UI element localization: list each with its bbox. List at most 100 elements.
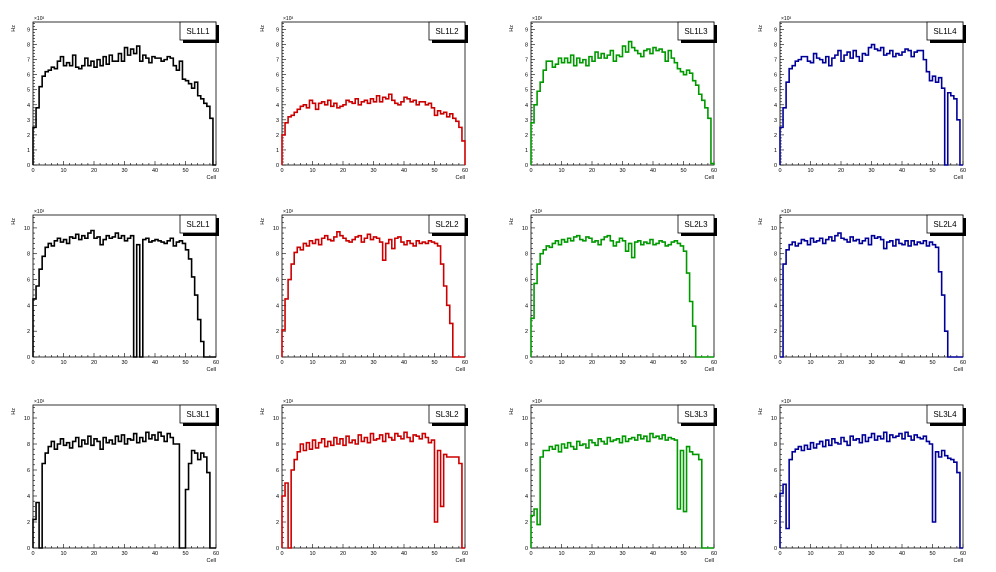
plot-frame [281, 21, 466, 166]
x-tick-label: 60 [711, 551, 717, 557]
x-tick-label: 20 [91, 551, 97, 557]
y-axis-label: Hz [260, 218, 266, 225]
histogram-panel-sl3l3: 0 10 20 30 40 50 60 2 4 6 8 10 0 ×10³ Hz Cell SL3L3 [509, 399, 717, 564]
y-tick-label: 0 [525, 546, 528, 552]
y-tick-label: 10 [522, 416, 528, 422]
x-tick-label: 10 [60, 168, 66, 174]
histogram-panel-sl2l4: 0 10 20 30 40 50 60 2 4 6 8 10 0 ×10³ Hz Cell SL2L4 [758, 209, 966, 373]
x-tick-label: 30 [868, 551, 874, 557]
plot-frame [530, 214, 715, 358]
x-tick-label: 20 [340, 168, 346, 174]
y-tick-label: 5 [525, 88, 528, 94]
x-tick-label: 10 [60, 360, 66, 366]
x-axis-label: Cell [954, 367, 963, 373]
x-tick-label: 50 [182, 551, 188, 557]
plot-frame [32, 21, 217, 166]
y-tick-label: 2 [774, 329, 777, 335]
x-axis-label: Cell [705, 558, 714, 564]
x-tick-label: 50 [431, 168, 437, 174]
x-tick-label: 60 [213, 360, 219, 366]
y-tick-label: 0 [774, 163, 777, 169]
histogram-series [32, 45, 216, 166]
x-tick-label: 60 [213, 168, 219, 174]
x-tick-label: 50 [680, 360, 686, 366]
y-tick-label: 0 [27, 546, 30, 552]
x-tick-label: 20 [589, 551, 595, 557]
title-box [428, 21, 466, 41]
x-tick-label: 30 [868, 360, 874, 366]
title-box [926, 21, 964, 41]
y-tick-label: 1 [276, 148, 279, 154]
y-tick-label: 7 [27, 58, 30, 64]
y-tick-label: 5 [276, 88, 279, 94]
y-tick-label: 2 [774, 520, 777, 526]
x-axis-label: Cell [705, 367, 714, 373]
histogram-series [32, 229, 216, 358]
y-exponent-label: ×10³ [283, 399, 293, 405]
x-tick-label: 20 [589, 360, 595, 366]
histogram-panel-sl2l3: 0 10 20 30 40 50 60 2 4 6 8 10 0 ×10³ Hz Cell SL2L3 [509, 209, 717, 373]
histogram-series [32, 431, 216, 549]
y-tick-label: 4 [276, 103, 279, 109]
histogram-panel-sl2l2: 0 10 20 30 40 50 60 2 4 6 8 10 0 ×10³ Hz Cell SL2L2 [260, 209, 468, 373]
y-tick-label: 7 [276, 58, 279, 64]
x-tick-label: 20 [589, 168, 595, 174]
histogram-series [281, 93, 466, 165]
x-tick-label: 30 [370, 360, 376, 366]
y-tick-label: 1 [27, 148, 30, 154]
title-box [179, 21, 217, 41]
y-tick-label: 10 [522, 226, 528, 232]
y-axis-label: Hz [758, 25, 764, 32]
x-tick-label: 40 [899, 360, 905, 366]
y-axis-label: Hz [260, 25, 266, 32]
y-exponent-label: ×10³ [283, 16, 293, 22]
x-tick-label: 0 [280, 168, 283, 174]
y-tick-label: 4 [525, 103, 528, 109]
title-box [179, 404, 217, 424]
plot-frame [530, 21, 715, 166]
title-box [428, 404, 466, 424]
histogram-panel-sl3l4: 0 10 20 30 40 50 60 2 4 6 8 10 0 ×10³ Hz Cell SL3L4 [758, 399, 966, 564]
x-tick-label: 60 [960, 360, 966, 366]
y-tick-label: 6 [525, 278, 528, 284]
y-tick-label: 10 [24, 226, 30, 232]
chart-title: SL1L2 [435, 27, 459, 36]
y-axis-label: Hz [758, 408, 764, 415]
y-axis-label: Hz [758, 218, 764, 225]
y-tick-label: 8 [276, 252, 279, 258]
histogram-panel-sl1l1: 0 10 20 30 40 50 60 1 2 3 4 5 6 7 8 9 0 ×10³ Hz Cell SL1L1 [11, 16, 219, 181]
histogram-panel-sl2l1: 0 10 20 30 40 50 60 2 4 6 8 10 0 ×10³ Hz Cell SL2L1 [11, 209, 219, 373]
x-axis-label: Cell [954, 175, 963, 181]
histogram-panel-sl1l3: 0 10 20 30 40 50 60 1 2 3 4 5 6 7 8 9 0 ×10³ Hz Cell SL1L3 [509, 16, 717, 181]
x-tick-label: 60 [711, 360, 717, 366]
x-axis-label: Cell [456, 558, 465, 564]
y-tick-label: 4 [276, 303, 279, 309]
y-tick-label: 8 [525, 252, 528, 258]
y-exponent-label: ×10³ [532, 399, 542, 405]
y-tick-label: 2 [774, 133, 777, 139]
y-axis-label: Hz [11, 408, 17, 415]
x-axis-label: Cell [456, 175, 465, 181]
x-tick-label: 60 [711, 168, 717, 174]
histogram-series [780, 232, 963, 358]
x-tick-label: 0 [778, 168, 781, 174]
x-tick-label: 0 [778, 360, 781, 366]
y-tick-label: 8 [525, 43, 528, 49]
x-tick-label: 40 [899, 551, 905, 557]
chart-title: SL1L4 [933, 27, 957, 36]
x-axis-label: Cell [207, 175, 216, 181]
y-tick-label: 3 [276, 118, 279, 124]
y-axis-label: Hz [509, 25, 515, 32]
x-tick-label: 10 [309, 360, 315, 366]
chart-title: SL3L4 [933, 410, 957, 419]
x-axis-label: Cell [954, 558, 963, 564]
x-tick-label: 20 [91, 360, 97, 366]
x-axis-label: Cell [207, 367, 216, 373]
y-tick-label: 6 [774, 278, 777, 284]
chart-title: SL3L2 [435, 410, 459, 419]
x-tick-label: 30 [121, 168, 127, 174]
x-tick-label: 40 [152, 360, 158, 366]
y-tick-label: 4 [27, 303, 30, 309]
x-axis-label: Cell [207, 558, 216, 564]
y-tick-label: 8 [774, 442, 777, 448]
